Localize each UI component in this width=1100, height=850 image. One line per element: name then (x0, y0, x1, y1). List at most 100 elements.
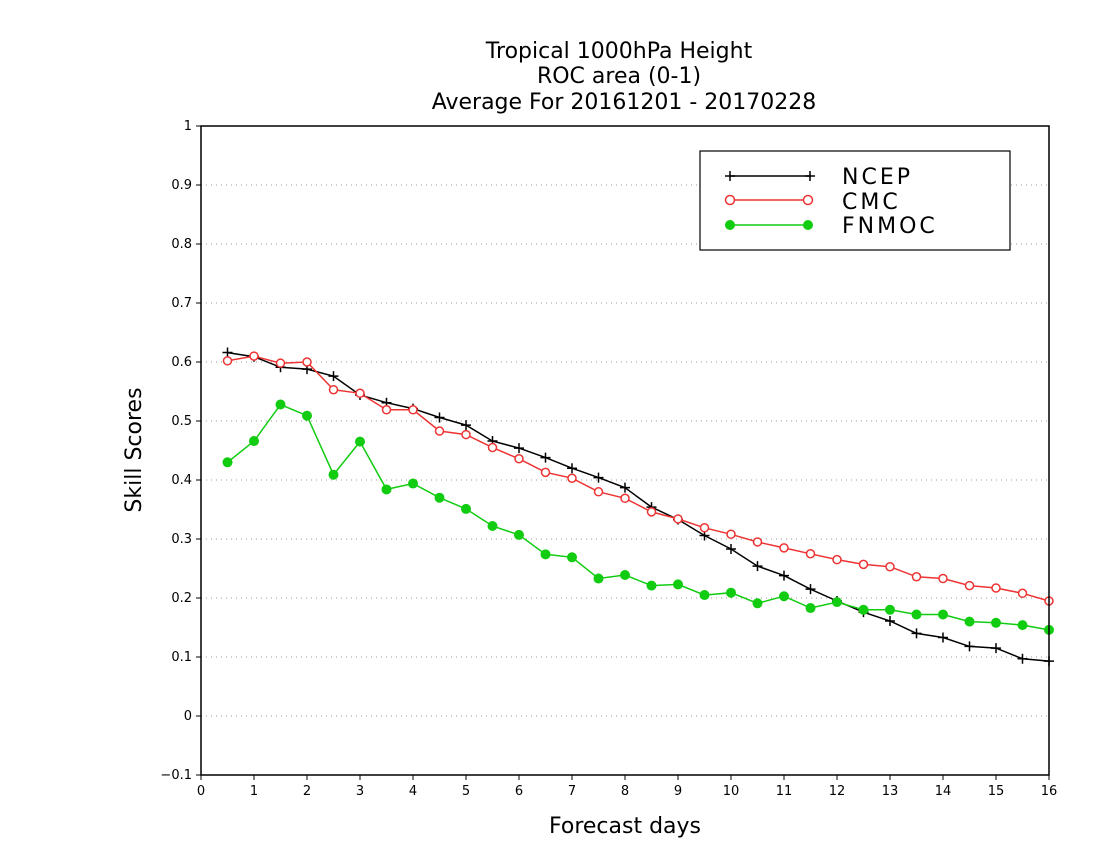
x-tick-label: 4 (409, 784, 417, 799)
y-axis-label: Skill Scores (122, 387, 147, 512)
x-tick-label: 9 (674, 784, 682, 799)
x-tick-label: 14 (935, 784, 952, 799)
data-point-ncep (461, 420, 471, 431)
y-tick-label: 0.1 (171, 650, 192, 665)
data-point-fnmoc (858, 604, 869, 615)
data-point-fnmoc (514, 529, 524, 540)
data-point-cmc (381, 405, 392, 415)
data-point-fnmoc (911, 609, 922, 620)
y-tick-label: 0.5 (171, 414, 192, 429)
data-point-fnmoc (381, 484, 392, 495)
data-point-ncep (540, 452, 551, 463)
data-point-ncep (805, 584, 816, 595)
data-point-fnmoc (699, 590, 710, 601)
data-point-fnmoc (646, 580, 657, 591)
data-point-cmc (911, 572, 922, 582)
y-tick-label: 0.7 (171, 296, 192, 311)
x-tick-label: 13 (882, 784, 899, 799)
data-point-fnmoc (938, 609, 948, 620)
x-tick-label: 1 (250, 784, 258, 799)
x-tick-label: 8 (621, 784, 629, 799)
legend-fnmoc-marker-right (803, 220, 813, 230)
data-point-ncep (752, 561, 763, 572)
y-tick-label: 0.2 (171, 591, 192, 606)
legend-ncep-marker-left (725, 171, 735, 181)
data-point-fnmoc (885, 604, 895, 615)
data-point-cmc (885, 561, 895, 572)
x-tick-label: 11 (776, 784, 793, 799)
data-point-fnmoc (249, 436, 259, 447)
data-point-cmc (593, 487, 604, 497)
data-point-fnmoc (832, 597, 842, 608)
data-point-cmc (699, 523, 710, 533)
data-point-fnmoc (779, 591, 789, 602)
data-point-ncep (964, 641, 975, 652)
x-tick-label: 15 (988, 784, 1005, 799)
data-point-ncep (222, 347, 233, 358)
data-point-ncep (434, 412, 445, 423)
data-point-cmc (620, 493, 630, 504)
data-point-ncep (567, 463, 577, 474)
data-point-cmc (938, 573, 948, 584)
data-point-cmc (408, 405, 418, 415)
data-point-fnmoc (355, 436, 365, 447)
legend-cmc-marker-right (802, 194, 814, 206)
x-tick-label: 5 (462, 784, 470, 799)
data-point-cmc (832, 554, 842, 565)
data-point-fnmoc (620, 569, 630, 580)
data-point-cmc (328, 384, 339, 395)
x-tick-label: 6 (515, 784, 523, 799)
y-tick-label: 0 (184, 709, 192, 724)
legend: NCEP CMC FNMOC (699, 150, 1011, 251)
data-point-fnmoc (222, 457, 233, 468)
data-point-fnmoc (1017, 620, 1028, 631)
data-point-ncep (779, 570, 789, 581)
y-tick-label: 0.6 (171, 355, 192, 370)
data-point-fnmoc (726, 587, 736, 598)
chart-title-line-3: Average For 20161201 - 20170228 (432, 90, 817, 115)
data-point-cmc (540, 467, 551, 478)
y-tick-label: 0.4 (171, 473, 192, 488)
chart-title-line-1: Tropical 1000hPa Height (485, 39, 753, 64)
legend-ncep-marker-right (805, 171, 815, 181)
data-point-fnmoc (673, 579, 683, 590)
x-tick-label: 2 (303, 784, 311, 799)
data-point-fnmoc (328, 469, 339, 480)
gridlines (201, 184, 1049, 717)
x-axis-label: Forecast days (549, 814, 701, 839)
data-point-cmc (964, 580, 975, 591)
plot-frame (200, 125, 1050, 776)
x-tick-label: 12 (829, 784, 846, 799)
data-point-cmc (222, 356, 233, 366)
data-point-fnmoc (593, 573, 604, 584)
series-cmc-line (227, 355, 1050, 602)
data-point-cmc (275, 358, 286, 368)
x-tick-label: 10 (723, 784, 740, 799)
data-point-ncep (514, 443, 524, 454)
data-point-fnmoc (461, 503, 471, 514)
chart-title-line-2: ROC area (0-1) (537, 64, 701, 89)
data-point-cmc (567, 473, 577, 483)
data-point-cmc (726, 529, 736, 540)
legend-fnmoc-marker-left (725, 220, 735, 230)
data-point-ncep (938, 632, 948, 643)
data-point-fnmoc (408, 478, 418, 489)
data-point-fnmoc (805, 603, 816, 614)
data-point-fnmoc (567, 552, 577, 563)
data-point-cmc (514, 454, 524, 464)
data-point-ncep (593, 472, 604, 483)
data-point-fnmoc (964, 616, 975, 627)
data-point-ncep (991, 643, 1001, 654)
data-point-cmc (355, 388, 365, 399)
data-point-cmc (673, 514, 683, 524)
data-point-fnmoc (487, 521, 498, 532)
y-tick-label: −0.1 (160, 768, 192, 783)
legend-fnmoc-label: FNMOC (842, 214, 938, 239)
data-point-cmc (858, 559, 869, 570)
data-point-ncep (328, 371, 339, 382)
data-point-fnmoc (434, 492, 445, 503)
data-point-cmc (434, 426, 445, 436)
data-point-cmc (249, 351, 259, 361)
data-point-fnmoc (302, 410, 312, 421)
data-point-ncep (911, 628, 922, 639)
